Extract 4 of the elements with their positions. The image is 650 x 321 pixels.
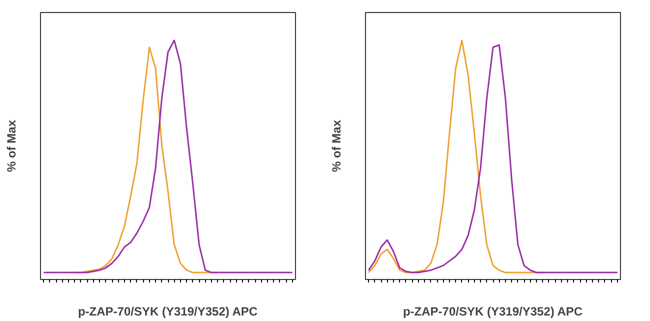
x-axis-title: p-ZAP-70/SYK (Y319/Y352) APC bbox=[402, 304, 583, 318]
y-axis-title: % of Max bbox=[330, 120, 344, 172]
x-axis-title: p-ZAP-70/SYK (Y319/Y352) APC bbox=[78, 304, 258, 318]
y-axis-title: % of Max bbox=[4, 120, 18, 172]
